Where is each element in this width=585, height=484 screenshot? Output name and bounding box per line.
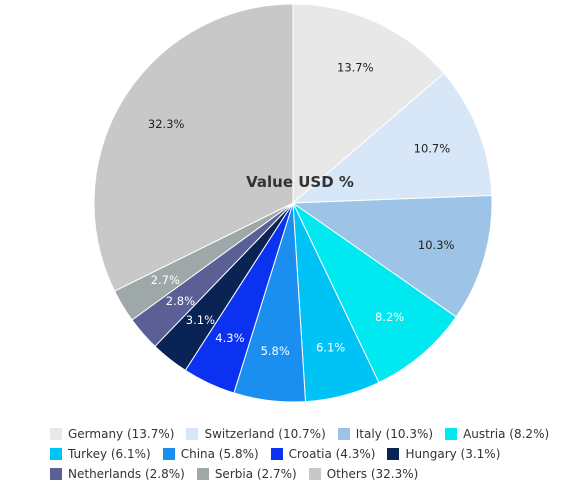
legend-item-austria: Austria (8.2%) [445,427,549,441]
legend-label: China (5.8%) [180,447,259,461]
pie-slice-austria [291,201,457,384]
slice-label-croatia: 4.3% [215,331,244,345]
legend-item-germany: Germany (13.7%) [50,427,174,441]
legend-item-china: China (5.8%) [162,447,259,461]
slice-label-netherlands: 2.8% [166,294,195,308]
pie-chart: 13.7% 10.7% 10.3% 8.2% 6.1% 5.8% 4.3%3.1% 2.8% 2… [93,3,493,403]
legend-swatch [337,428,350,440]
slice-label-china: 5.8% [261,344,290,358]
legend-label: Netherlands (2.8%) [68,467,185,481]
legend-item-others: Others (32.3%) [308,467,419,481]
slice-label-switzerland: 10.7% [414,142,451,156]
slice-label-turkey: 6.1% [316,340,345,354]
legend-swatch [308,468,321,480]
legend-swatch [196,468,209,480]
legend-swatch [270,448,283,460]
pie-slice-switzerland [291,72,493,204]
legend-item-switzerland: Switzerland (10.7%) [186,427,326,441]
legend-item-turkey: Turkey (6.1%) [50,447,151,461]
pie-slice-italy [291,194,493,318]
chart-legend: Germany (13.7%) Switzerland (10.7%) Italy … [50,424,570,484]
legend-label: Croatia (4.3%) [288,447,376,461]
slice-labels: 13.7% 10.7% 10.3% 8.2% 6.1% 5.8% 4.3%3.1% 2.8% 2… [148,60,455,358]
legend-swatch [50,468,62,480]
legend-swatch [445,428,458,440]
pie-slices [93,3,493,403]
legend-swatch [50,428,62,440]
legend-row: Turkey (6.1%) China (5.8%) Croatia (4.3%) H… [50,444,570,464]
legend-swatch [162,448,175,460]
slice-label-austria: 8.2% [375,310,404,324]
slice-label-italy: 10.3% [418,238,455,252]
legend-item-croatia: Croatia (4.3%) [270,447,376,461]
legend-row: Germany (13.7%) Switzerland (10.7%) Italy … [50,424,570,444]
slice-label-others: 32.3% [148,117,185,131]
legend-item-netherlands: Netherlands (2.8%) [50,467,185,481]
legend-label: Hungary (3.1%) [405,447,501,461]
legend-label: Others (32.3%) [326,467,419,481]
legend-item-serbia: Serbia (2.7%) [196,467,297,481]
pie-slice-germany [292,3,445,205]
chart-title: Value USD % [246,173,354,191]
slice-label-germany: 13.7% [337,60,374,74]
legend-item-hungary: Hungary (3.1%) [387,447,500,461]
legend-swatch [186,428,199,440]
legend-label: Switzerland (10.7%) [204,427,326,441]
slice-label-hungary: 3.1% [186,313,215,327]
legend-label: Turkey (6.1%) [68,447,151,461]
pie-slice-others [93,3,294,292]
legend-swatch [387,448,400,460]
legend-label: Serbia (2.7%) [214,467,297,481]
legend-swatch [50,448,62,460]
legend-row: Netherlands (2.8%) Serbia (2.7%) Others (3… [50,464,570,484]
legend-label: Italy (10.3%) [355,427,434,441]
legend-item-italy: Italy (10.3%) [337,427,434,441]
slice-label-serbia: 2.7% [151,273,180,287]
legend-label: Germany (13.7%) [68,427,175,441]
legend-label: Austria (8.2%) [463,427,550,441]
